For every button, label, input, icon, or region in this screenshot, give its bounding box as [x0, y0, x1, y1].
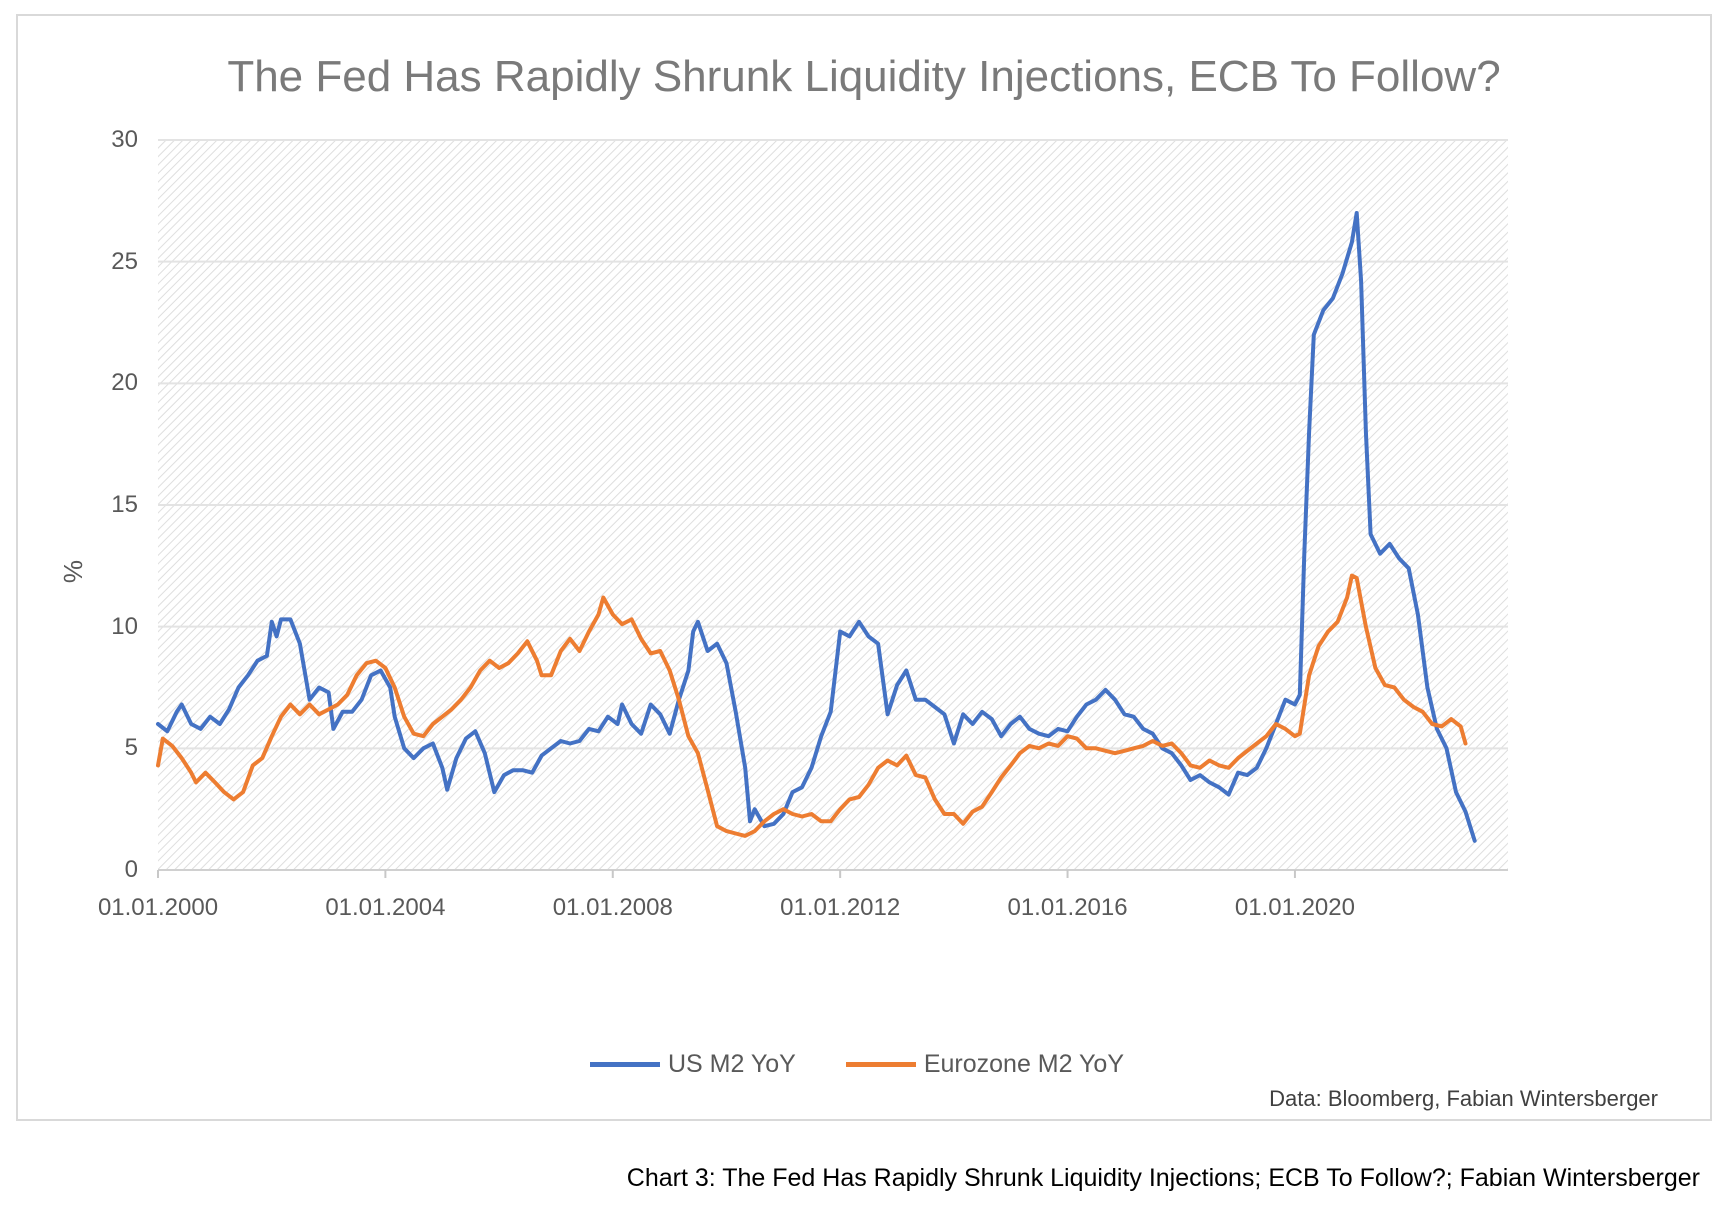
y-tick-label: 10: [111, 612, 138, 640]
series-line-us-m2-yoy: [156, 211, 1477, 843]
figure-caption: Chart 3: The Fed Has Rapidly Shrunk Liqu…: [626, 1164, 1700, 1192]
y-tick-label: 5: [124, 734, 138, 762]
x-tick-label: 01.01.2012: [780, 894, 901, 921]
legend-label-eurozone-m2: Eurozone M2 YoY: [923, 1050, 1124, 1078]
y-tick-label: 0: [124, 856, 138, 883]
x-tick-label: 01.01.2016: [1007, 894, 1128, 921]
x-tick-label: 01.01.2008: [552, 894, 673, 921]
legend: US M2 YoY Eurozone M2 YoY: [0, 1050, 1714, 1079]
x-tick-label: 01.01.2000: [97, 894, 219, 921]
source-note: Data: Bloomberg, Fabian Wintersberger: [1269, 1086, 1658, 1111]
series-line-eurozone-m2-yoy: [156, 573, 1468, 838]
x-tick-label: 01.01.2020: [1234, 894, 1355, 921]
series-lines: [156, 211, 1477, 843]
gridlines: [158, 139, 1508, 750]
legend-item-eurozone-m2: Eurozone M2 YoY: [845, 1050, 1124, 1079]
legend-swatch-eurozone-m2: [845, 1062, 916, 1067]
y-tick-label: 30: [111, 126, 138, 153]
legend-label-us-m2: US M2 YoY: [667, 1050, 796, 1078]
legend-item-us-m2: US M2 YoY: [589, 1050, 796, 1079]
chart-title: The Fed Has Rapidly Shrunk Liquidity Inj…: [227, 52, 1501, 101]
y-tick-label: 15: [111, 491, 138, 518]
y-tick-label: 20: [111, 369, 138, 397]
y-axis-label: %: [58, 559, 89, 584]
legend-swatch-us-m2: [589, 1062, 660, 1067]
x-tick-label: 01.01.2004: [325, 894, 446, 921]
y-tick-label: 25: [111, 247, 138, 275]
